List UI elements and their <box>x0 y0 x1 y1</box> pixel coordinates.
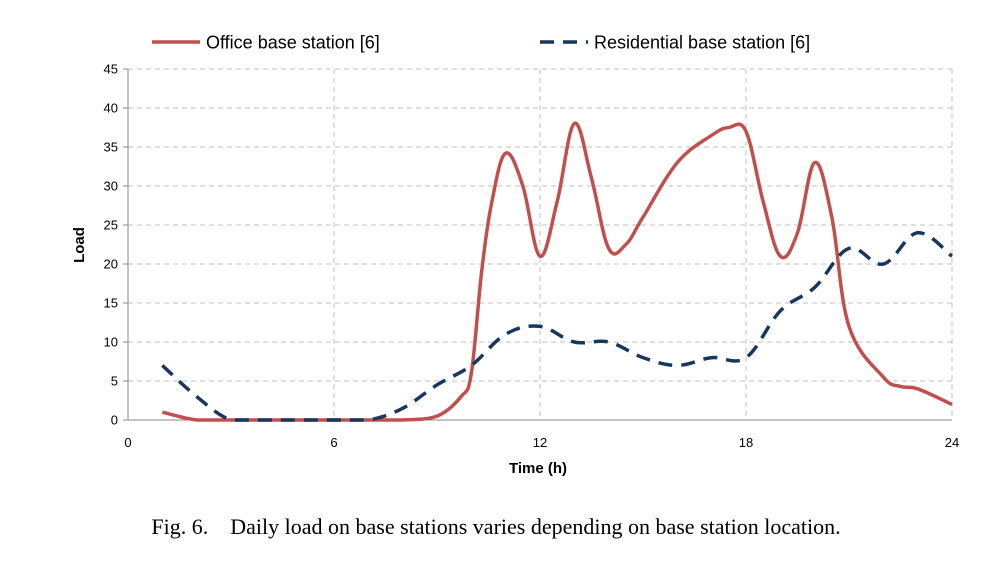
legend: Office base station [6] Residential base … <box>152 33 810 53</box>
legend-label: Office base station [6] <box>206 33 380 53</box>
series-group <box>161 121 954 422</box>
axes <box>123 68 952 421</box>
x-tick-labels: 0 6 12 18 24 <box>124 435 959 450</box>
y-tick-label: 10 <box>104 335 118 350</box>
caption-text: Daily load on base stations varies depen… <box>230 514 841 539</box>
gridlines <box>128 68 953 420</box>
y-tick-label: 5 <box>111 374 118 389</box>
x-tick-label: 18 <box>739 435 753 450</box>
y-tick-label: 40 <box>104 101 118 116</box>
legend-item-office: Office base station [6] <box>152 33 380 53</box>
legend-item-residential: Residential base station [6] <box>540 33 810 53</box>
y-tick-label: 0 <box>111 413 118 428</box>
series-line-residential <box>161 231 954 422</box>
series-line-office <box>161 121 953 422</box>
y-axis-label: Load <box>71 227 88 263</box>
line-chart: 0 5 10 15 20 25 30 35 40 45 0 6 12 18 24 Time (h) Loa… <box>71 33 959 478</box>
y-tick-label: 45 <box>104 62 118 77</box>
y-tick-labels: 0 5 10 15 20 25 30 35 40 45 <box>104 62 118 428</box>
legend-label: Residential base station [6] <box>594 33 810 53</box>
y-tick-label: 30 <box>104 179 118 194</box>
y-tick-label: 25 <box>104 218 118 233</box>
x-tick-label: 24 <box>945 435 959 450</box>
caption-label: Fig. 6. <box>151 514 209 539</box>
y-tick-label: 20 <box>104 257 118 272</box>
x-tick-label: 6 <box>330 435 337 450</box>
y-tick-label: 35 <box>104 140 118 155</box>
x-tick-label: 12 <box>533 435 547 450</box>
figure-caption: Fig. 6. Daily load on base stations vari… <box>0 514 992 540</box>
x-axis-label: Time (h) <box>509 460 567 477</box>
x-tick-label: 0 <box>124 435 131 450</box>
y-tick-label: 15 <box>104 296 118 311</box>
